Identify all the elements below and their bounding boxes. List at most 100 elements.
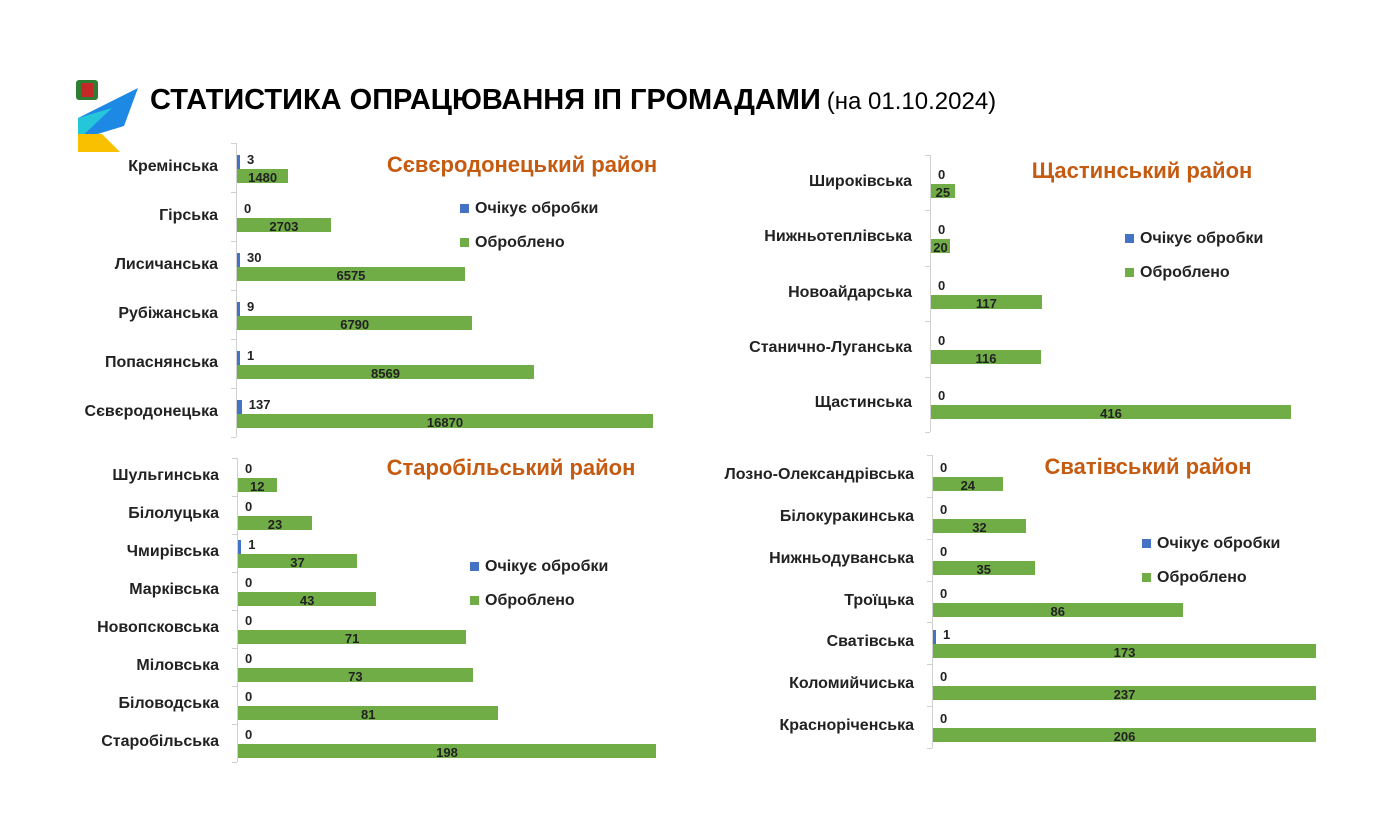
category-label: Новопсковська bbox=[97, 619, 219, 636]
axis-tick bbox=[925, 432, 930, 433]
bar-processed bbox=[931, 349, 1041, 364]
axis-tick bbox=[231, 339, 236, 340]
value-label-pending: 0 bbox=[245, 689, 253, 704]
axis-tick bbox=[925, 265, 930, 267]
axis-line bbox=[930, 155, 931, 432]
value-label-pending: 0 bbox=[245, 727, 253, 742]
legend-item: Очікує обробки bbox=[460, 200, 598, 218]
axis-tick bbox=[927, 748, 932, 749]
category-label: Білокуракинська bbox=[779, 507, 914, 525]
category-label: Нижньотеплівська bbox=[764, 228, 912, 246]
value-label-processed: 173 bbox=[1113, 645, 1136, 661]
page-title: СТАТИСТИКА ОПРАЦЮВАННЯ ІП ГРОМАДАМИ (на 0… bbox=[150, 84, 996, 117]
value-label-pending: 0 bbox=[938, 388, 946, 404]
axis-line bbox=[236, 143, 237, 437]
value-label-pending: 1 bbox=[943, 627, 951, 643]
bar-processed bbox=[237, 315, 473, 330]
axis-tick bbox=[232, 610, 237, 611]
axis-tick bbox=[231, 241, 236, 242]
category-label: Гірська bbox=[159, 206, 218, 224]
axis-tick bbox=[231, 388, 236, 389]
bar-processed bbox=[237, 266, 465, 281]
value-label-processed: 6790 bbox=[340, 316, 370, 332]
value-label-pending: 137 bbox=[248, 396, 271, 412]
category-label: Старобільська bbox=[101, 733, 219, 750]
value-label-pending: 0 bbox=[245, 461, 253, 476]
axis-tick bbox=[232, 686, 237, 687]
bar-processed bbox=[933, 518, 1026, 533]
bar-processed bbox=[238, 630, 467, 644]
value-label-pending: 0 bbox=[938, 166, 946, 182]
category-label: Широківська bbox=[809, 172, 912, 190]
axis-tick bbox=[231, 143, 236, 144]
bar-processed bbox=[931, 183, 955, 198]
category-label: Троїцька bbox=[844, 591, 914, 609]
legend-label: Очікує обробки bbox=[1140, 230, 1264, 247]
value-label-pending: 0 bbox=[938, 222, 946, 238]
axis-tick bbox=[232, 496, 237, 497]
legend-item: Оброблено bbox=[460, 234, 565, 252]
axis-tick bbox=[232, 458, 237, 459]
value-label-pending: 0 bbox=[938, 332, 946, 348]
axis-line bbox=[932, 455, 933, 748]
legend-item: Оброблено bbox=[470, 592, 575, 610]
bar-processed bbox=[238, 478, 277, 492]
legend-item: Оброблено bbox=[1142, 569, 1247, 587]
value-label-processed: 117 bbox=[975, 295, 997, 311]
logo bbox=[72, 78, 142, 159]
bar-pending bbox=[237, 350, 240, 365]
value-label-processed: 86 bbox=[1050, 603, 1065, 619]
value-label-processed: 416 bbox=[1100, 406, 1122, 422]
axis-tick bbox=[232, 648, 237, 649]
bar-processed bbox=[933, 560, 1035, 575]
axis-tick bbox=[927, 580, 932, 582]
category-label: Шульгинська bbox=[112, 467, 219, 484]
legend-item: Очікує обробки bbox=[1125, 230, 1263, 248]
value-label-processed: 20 bbox=[933, 240, 948, 256]
bar-processed bbox=[931, 405, 1291, 420]
value-label-processed: 116 bbox=[975, 350, 997, 366]
value-label-processed: 6575 bbox=[336, 267, 366, 283]
bar-processed bbox=[933, 644, 1316, 659]
axis-tick bbox=[232, 724, 237, 725]
value-label-pending: 1 bbox=[247, 347, 255, 363]
category-label: Білолуцька bbox=[128, 505, 219, 522]
legend-item: Оброблено bbox=[1125, 264, 1230, 282]
bar-pending bbox=[237, 301, 240, 316]
axis-tick bbox=[925, 376, 930, 378]
value-label-processed: 43 bbox=[299, 593, 315, 608]
bar-processed bbox=[933, 686, 1316, 701]
axis-line bbox=[237, 458, 238, 762]
category-label: Коломийчиська bbox=[789, 675, 914, 693]
bar-pending bbox=[237, 399, 242, 414]
bar-processed bbox=[237, 217, 331, 232]
category-label: Сватівська bbox=[826, 633, 914, 651]
legend-swatch bbox=[1125, 234, 1134, 243]
value-label-processed: 237 bbox=[1113, 687, 1136, 703]
legend-swatch bbox=[460, 238, 469, 247]
report-date: (на 01.10.2024) bbox=[826, 88, 997, 115]
value-label-pending: 3 bbox=[247, 151, 255, 167]
category-label: Міловська bbox=[136, 657, 219, 674]
category-label: Чмирівська bbox=[126, 543, 219, 560]
category-label: Щастинська bbox=[814, 394, 912, 412]
value-label-processed: 8569 bbox=[371, 365, 400, 381]
value-label-processed: 23 bbox=[267, 517, 283, 532]
category-label: Станично-Луганська bbox=[749, 338, 912, 356]
value-label-pending: 0 bbox=[245, 651, 253, 666]
bar-processed bbox=[238, 554, 357, 568]
value-label-processed: 24 bbox=[960, 477, 976, 493]
value-label-processed: 35 bbox=[976, 561, 991, 577]
legend-swatch bbox=[460, 204, 469, 213]
axis-tick bbox=[925, 155, 930, 156]
axis-tick bbox=[925, 210, 930, 212]
category-label: Лозно-Олександрівська bbox=[724, 465, 915, 483]
axis-tick bbox=[927, 455, 932, 456]
value-label-processed: 1480 bbox=[248, 169, 278, 185]
axis-tick bbox=[927, 496, 932, 498]
value-label-pending: 0 bbox=[244, 200, 252, 216]
bar-processed bbox=[238, 592, 377, 606]
value-label-processed: 71 bbox=[344, 631, 360, 646]
bar-pending bbox=[237, 252, 240, 267]
